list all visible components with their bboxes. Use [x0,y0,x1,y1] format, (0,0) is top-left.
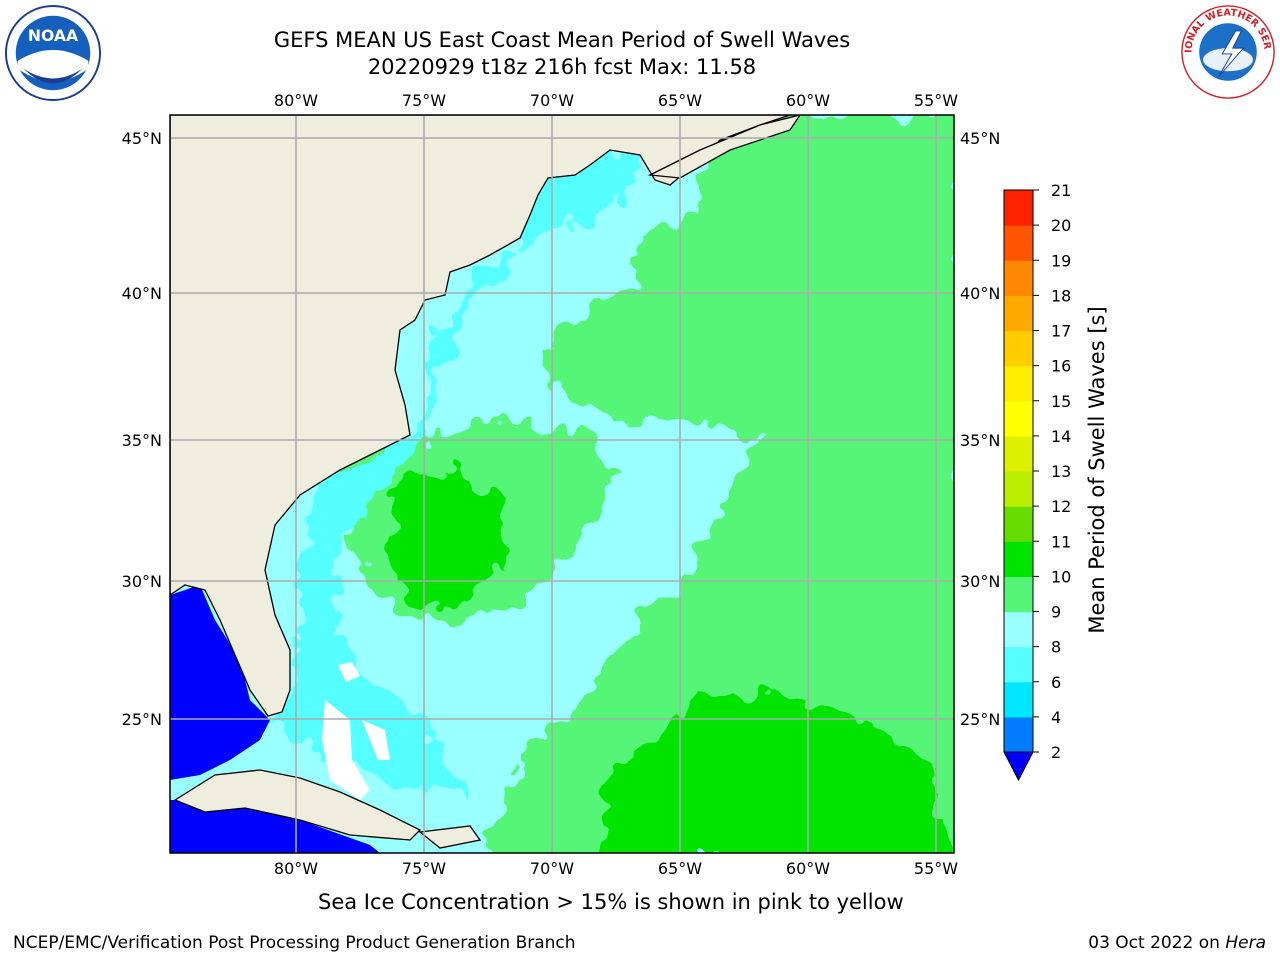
footer-date-text: 03 Oct 2022 on [1088,933,1226,953]
caribbean-field [170,800,380,853]
lon-label: 55°W [914,859,958,878]
colorbar-tick-label: 16 [1051,357,1071,376]
lat-label: 25°N [122,710,162,729]
north-america-land [170,115,791,717]
colorbar-tick-label: 14 [1051,427,1071,446]
chart-title: GEFS MEAN US East Coast Mean Period of S… [273,28,851,52]
colorbar-tick-label: 2 [1051,743,1061,762]
lat-label: 30°N [122,572,162,591]
colorbar-segment [1004,260,1033,296]
colorbar-tick-label: 17 [1051,322,1071,341]
colorbar-tick-label: 19 [1051,251,1071,270]
footer-credit: NCEP/EMC/Verification Post Processing Pr… [13,933,576,953]
lon-label: 70°W [530,859,574,878]
colorbar-segment [1004,506,1033,542]
nova-scotia-land [647,115,801,179]
colorbar-segment [1004,400,1033,437]
colorbar-tick-label: 12 [1051,497,1071,516]
colorbar-segment [1004,435,1033,472]
colorbar-segment [1004,576,1033,613]
colorbar-tick-label: 11 [1051,532,1071,551]
colorbar-tick-label: 20 [1051,216,1071,235]
colorbar-segment [1004,646,1033,683]
colorbar-segment [1004,716,1033,753]
lon-label: 80°W [274,91,318,110]
colorbar-segment [1004,471,1033,507]
noaa-logo: NOAA [4,4,102,102]
colorbar-label: Mean Period of Swell Waves [s] [1085,306,1109,634]
cuba-land [173,769,422,841]
colorbar-tick-label: 10 [1051,567,1071,586]
lat-label: 35°N [122,431,162,450]
lat-label: 40°N [960,284,1000,303]
colorbar-tick-label: 15 [1051,392,1071,411]
colorbar-tick-label: 6 [1051,673,1061,692]
lat-label: 45°N [122,129,162,148]
lat-label: 35°N [960,431,1000,450]
land-layer [170,115,801,849]
graticule [170,115,954,853]
lat-labels-left: 45°N 40°N 35°N 30°N 25°N [122,129,162,729]
chart-subtitle: 20220929 t18z 216h fcst Max: 11.58 [367,55,757,79]
lon-label: 70°W [530,91,574,110]
gulf-of-mexico-field [170,585,270,780]
lon-label: 75°W [402,91,446,110]
swell-period-field [260,115,954,853]
colorbar-segment [1004,541,1033,577]
lon-label: 80°W [274,859,318,878]
lat-labels-right: 45°N 40°N 35°N 30°N 25°N [960,129,1000,729]
colorbar-segment [1004,295,1033,332]
colorbar-segment [1004,365,1033,402]
lat-label: 45°N [960,129,1000,148]
lon-label: 65°W [658,859,702,878]
colorbar-tick-label: 9 [1051,603,1061,622]
map-frame [169,114,955,854]
peak-cell-south-1 [600,690,949,853]
colorbar-segment [1004,225,1033,261]
colorbar-tick-label: 13 [1051,462,1071,481]
colorbar-segment [1004,611,1033,648]
footer-date: 03 Oct 2022 on Hera [1088,933,1266,953]
colorbar-segment [1004,190,1033,226]
lon-label: 60°W [786,859,830,878]
colorbar-tick-label: 18 [1051,286,1071,305]
bahamas-shoals [322,662,390,800]
colorbar: 2 4 6 8 9 10 11 12 13 14 15 16 17 18 19 20 21 [1003,181,1071,782]
lon-labels-top: 80°W 75°W 70°W 65°W 60°W 55°W [274,91,958,110]
map-area [170,115,954,853]
green-region-north [640,200,900,400]
lon-label: 60°W [786,91,830,110]
lat-label: 30°N [960,572,1000,591]
hispaniola-land [418,825,482,849]
footer-host: Hera [1225,933,1266,953]
colorbar-tick-label: 21 [1051,181,1071,200]
coastal-band [260,150,640,800]
lat-label: 25°N [960,710,1000,729]
noaa-logo-text: NOAA [28,26,79,45]
lon-labels-bottom: 80°W 75°W 70°W 65°W 60°W 55°W [274,859,958,878]
lat-label: 40°N [122,284,162,303]
colorbar-segment [1004,330,1033,367]
colorbar-tick-label: 4 [1051,708,1061,727]
lon-label: 65°W [658,91,702,110]
colorbar-segment [1004,681,1033,718]
lon-label: 75°W [402,859,446,878]
colorbar-tick-label: 8 [1051,638,1061,657]
peak-cell-central [395,470,505,610]
nws-logo: NATIONAL WEATHER SERVICE [1180,4,1275,99]
lon-label: 55°W [914,91,958,110]
sea-ice-note: Sea Ice Concentration > 15% is shown in … [318,890,904,914]
colorbar-underflow [1003,751,1034,782]
